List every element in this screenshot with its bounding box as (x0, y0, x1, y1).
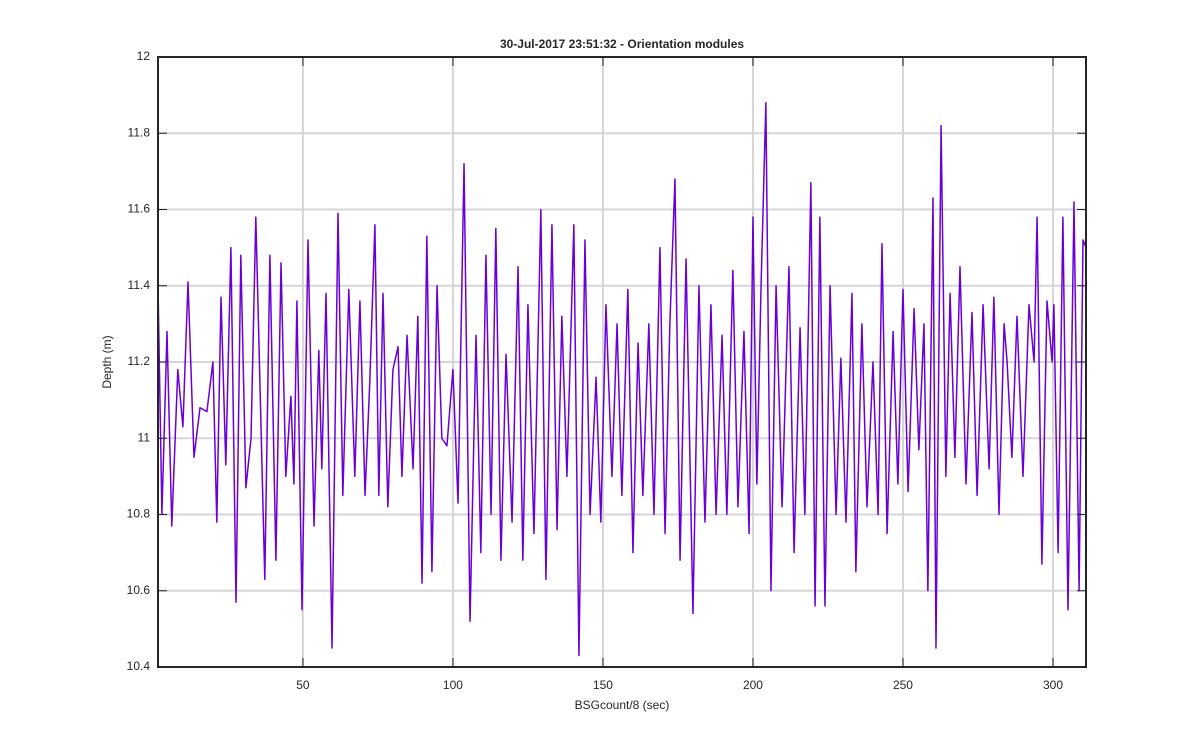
chart-title: 30-Jul-2017 23:51:32 - Orientation modul… (500, 37, 744, 51)
y-tick-label: 11 (138, 430, 151, 444)
y-axis-label: Depth (m) (100, 335, 114, 388)
y-tick-label: 11.2 (128, 354, 151, 368)
x-tick-label: 50 (296, 678, 310, 692)
y-tick-label: 10.8 (127, 507, 151, 521)
y-tick-label: 11.4 (128, 278, 151, 292)
x-tick-label: 200 (743, 678, 763, 692)
y-tick-label: 10.6 (127, 583, 151, 597)
x-axis-label: BSGcount/8 (sec) (575, 698, 670, 712)
x-tick-label: 250 (893, 678, 913, 692)
data-line (157, 102, 1087, 657)
y-tick-label: 10.4 (127, 659, 151, 673)
plot-layer (157, 102, 1087, 657)
x-tick-label: 300 (1043, 678, 1063, 692)
y-tick-label: 11.8 (128, 125, 151, 139)
x-tick-label: 150 (593, 678, 613, 692)
y-tick-label: 11.6 (128, 202, 151, 216)
y-tick-label: 12 (137, 49, 151, 63)
x-tick-label: 100 (443, 678, 463, 692)
